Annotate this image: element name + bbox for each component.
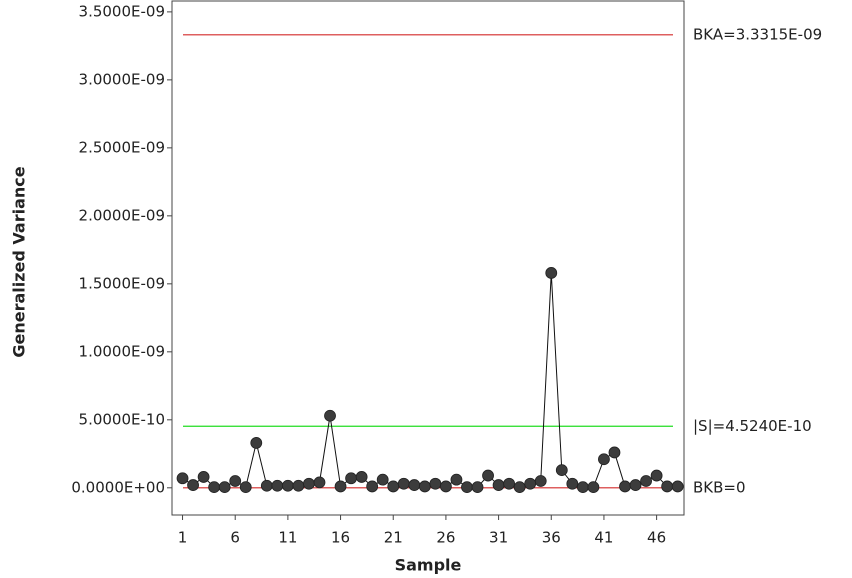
data-point [177,473,188,484]
data-point [440,481,451,492]
data-point [198,471,209,482]
data-point [325,410,336,421]
data-point [620,481,631,492]
data-point [588,482,599,493]
data-point [282,480,293,491]
data-point [672,481,683,492]
reference-label: |S|=4.5240E-10 [693,417,812,435]
x-axis-title: Sample [395,556,462,575]
reference-label: BKB=0 [693,478,746,496]
data-point [219,482,230,493]
data-point [451,474,462,485]
x-tick-label: 6 [230,529,240,547]
data-point [472,482,483,493]
y-tick-label: 2.0000E-09 [79,206,165,224]
y-tick-label: 1.5000E-09 [79,274,165,292]
data-point [230,476,241,487]
x-tick-label: 31 [489,529,508,547]
x-tick-label: 1 [178,529,188,547]
data-point [293,480,304,491]
data-point [188,480,199,491]
data-point [525,478,536,489]
data-point [641,476,652,487]
data-point [493,480,504,491]
plot-frame [172,1,684,515]
y-tick-label: 3.5000E-09 [79,2,165,20]
x-tick-label: 36 [542,529,561,547]
data-point [261,480,272,491]
data-point [377,474,388,485]
y-tick-label: 2.5000E-09 [79,138,165,156]
reference-label: BKA=3.3315E-09 [693,25,822,43]
data-point [356,471,367,482]
data-point [546,267,557,278]
y-tick-label: 3.0000E-09 [79,70,165,88]
data-point [335,481,346,492]
data-point [598,454,609,465]
y-tick-label: 5.0000E-10 [79,410,165,428]
data-point [272,480,283,491]
y-axis-title: Generalized Variance [10,166,29,357]
data-point [388,481,399,492]
data-point [630,480,641,491]
y-tick-label: 1.0000E-09 [79,342,165,360]
data-point [209,482,220,493]
x-tick-label: 46 [647,529,666,547]
data-point [409,480,420,491]
data-point [567,478,578,489]
data-point [251,437,262,448]
data-point [662,481,673,492]
x-tick-label: 21 [384,529,403,547]
x-tick-label: 26 [436,529,455,547]
data-point [314,477,325,488]
data-point [303,478,314,489]
y-tick-label: 0.0000E+00 [71,478,165,496]
data-point [461,482,472,493]
x-tick-label: 11 [278,529,297,547]
data-point [430,478,441,489]
data-point [514,482,525,493]
data-point [504,478,515,489]
data-point [556,465,567,476]
data-point [346,473,357,484]
chart: Sample Generalized Variance 0.0000E+00 5.… [0,0,852,578]
data-point [535,476,546,487]
data-point [419,481,430,492]
data-point [367,481,378,492]
data-point [240,482,251,493]
data-point [651,470,662,481]
x-tick-label: 41 [594,529,613,547]
data-point [577,482,588,493]
data-point [483,470,494,481]
data-point [398,478,409,489]
data-point [609,447,620,458]
x-tick-label: 16 [331,529,350,547]
